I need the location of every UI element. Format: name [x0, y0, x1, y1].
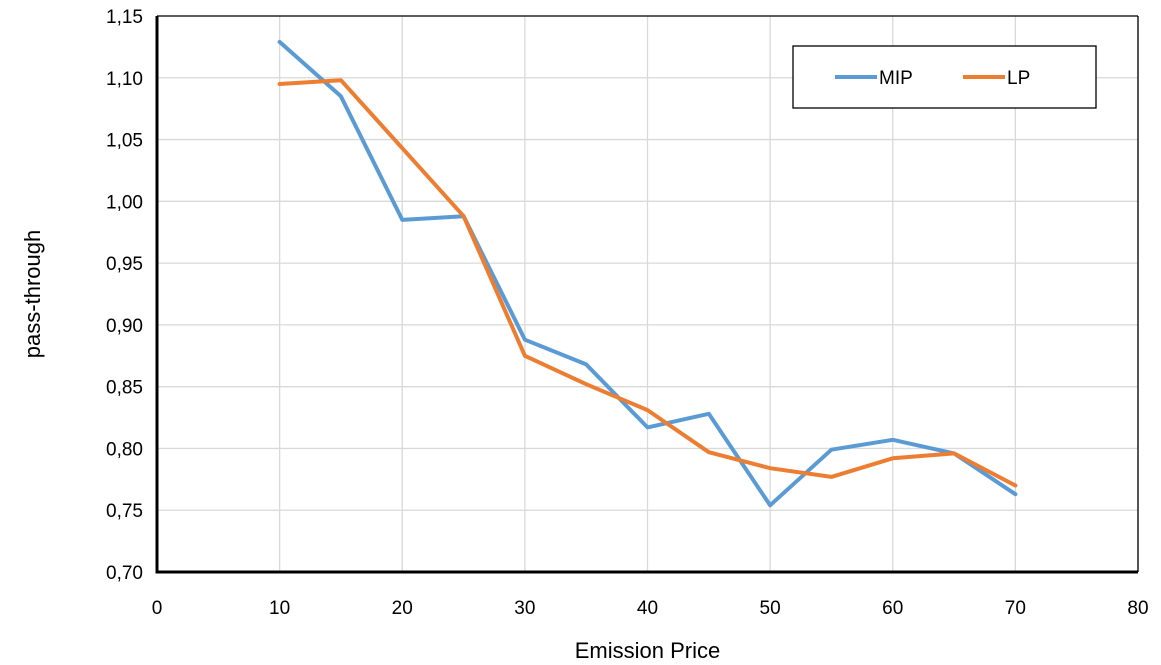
y-tick-label: 0,90 [106, 316, 143, 337]
x-tick-label: 20 [392, 598, 413, 619]
y-axis-title: pass-through [20, 230, 45, 358]
x-tick-label: 10 [269, 598, 290, 619]
x-tick-label: 0 [152, 598, 163, 619]
y-tick-label: 0,80 [106, 439, 143, 460]
y-tick-label: 1,05 [106, 131, 143, 152]
y-tick-label: 0,85 [106, 378, 143, 399]
x-tick-label: 70 [1005, 598, 1026, 619]
tick-labels: 0 10 20 30 40 50 60 70 80 0,70 0,75 0,80 0,85 0,90 0,9… [106, 7, 1149, 619]
y-tick-label: 0,75 [106, 501, 143, 522]
legend-label-lp: LP [1007, 68, 1030, 89]
series-line-lp [277, 78, 1018, 488]
y-tick-label: 1,15 [106, 7, 143, 28]
series-line-mip [277, 39, 1018, 508]
legend: MIP LP [792, 45, 1097, 109]
x-tick-label: 40 [637, 598, 658, 619]
y-tick-label: 0,70 [106, 563, 143, 584]
y-tick-label: 1,10 [106, 69, 143, 90]
y-tick-label: 0,95 [106, 254, 143, 275]
x-tick-label: 60 [882, 598, 903, 619]
x-tick-label: 50 [760, 598, 781, 619]
x-axis-title: Emission Price [575, 638, 720, 663]
x-tick-label: 80 [1127, 598, 1148, 619]
series-lines [277, 39, 1018, 508]
y-tick-label: 1,00 [106, 192, 143, 213]
axes [155, 15, 1139, 574]
x-tick-label: 30 [514, 598, 535, 619]
legend-label-mip: MIP [879, 68, 913, 89]
